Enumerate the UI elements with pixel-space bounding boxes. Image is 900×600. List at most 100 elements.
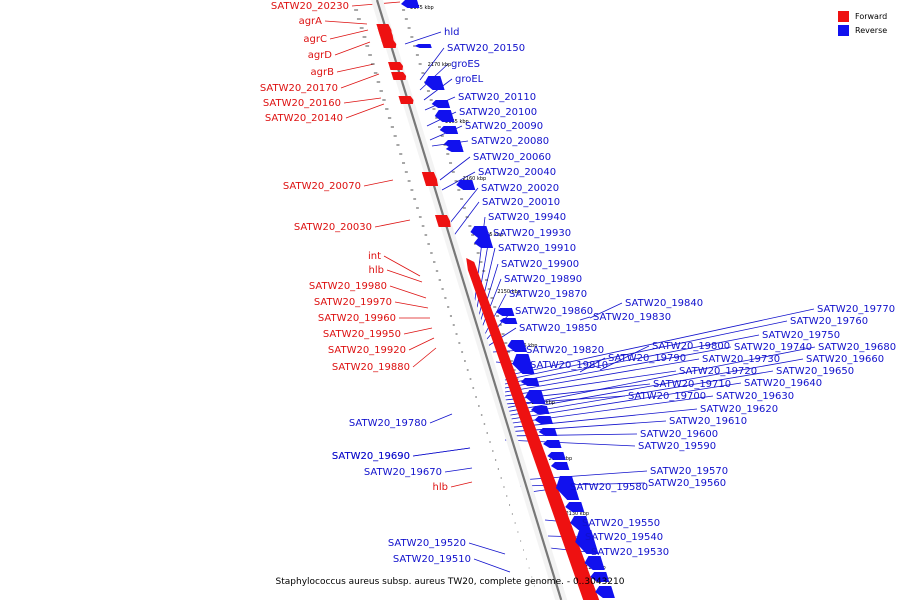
reverse-gene (507, 340, 528, 352)
kbp-tick-label: 2175 kbp (410, 5, 434, 11)
reverse-gene-leader (519, 482, 646, 487)
reverse-gene-label: hld (444, 27, 459, 38)
kbp-tick-label: 2165 kbp (445, 119, 469, 125)
reverse-gene (439, 126, 459, 134)
forward-gene-leader (334, 41, 371, 56)
forward-gene-leader (408, 337, 435, 351)
reverse-gene (570, 516, 591, 530)
reverse-gene-leader (589, 302, 623, 319)
reverse-gene-leader (504, 346, 732, 389)
reverse-gene-leader (468, 542, 506, 555)
forward-gene (391, 72, 407, 80)
reverse-gene-label: SATW20_19560 (648, 478, 726, 489)
forward-gene-leader (329, 29, 369, 40)
reverse-gene (575, 530, 599, 554)
reverse-gene (547, 452, 566, 460)
forward-gene-label: agrA (299, 16, 323, 27)
forward-gene-label: SATW20_19980 (309, 281, 387, 292)
legend-reverse-label: Reverse (855, 25, 888, 35)
reverse-gene (538, 428, 558, 436)
reverse-gene-leader (478, 263, 499, 327)
label-leaders (324, 1, 816, 573)
reverse-gene-label: SATW20_19730 (702, 354, 780, 365)
forward-gene-leader (389, 285, 427, 299)
reverse-gene-label: SATW20_19520 (388, 538, 466, 549)
reverse-gene-label: SATW20_20080 (471, 136, 549, 147)
reverse-gene-leader (504, 358, 700, 393)
reverse-gene-leader (412, 447, 471, 457)
gene-labels: SATW20_20230 agrA agrC agrD agrB SATW20_20170… (260, 1, 896, 565)
reverse-gene (520, 378, 540, 386)
forward-gene-leader (343, 97, 382, 104)
reverse-gene-label: SATW20_19800 (652, 341, 730, 352)
reverse-gene-label: SATW20_20040 (478, 167, 556, 178)
reverse-gene-label: SATW20_19630 (716, 391, 794, 402)
reverse-gene-leader (439, 156, 471, 181)
reverse-gene-leader (429, 413, 453, 424)
reverse-gene (595, 586, 615, 598)
legend-forward-label: Forward (855, 11, 888, 21)
forward-gene-label: SATW20_19920 (328, 345, 406, 356)
reverse-gene-label: SATW20_19830 (593, 312, 671, 323)
reverse-gene (470, 226, 491, 238)
reverse-gene-leader (487, 327, 517, 347)
reverse-gene-label: SATW20_19790 (608, 353, 686, 364)
forward-gene-label: SATW20_20030 (294, 222, 372, 233)
reverse-gene (590, 572, 610, 582)
forward-gene-leader (412, 347, 437, 368)
reverse-gene-label: SATW20_19590 (638, 441, 716, 452)
forward-gene-leader (345, 103, 385, 119)
reverse-gene-leader (504, 370, 774, 417)
reverse-gene-label: SATW20_20020 (481, 183, 559, 194)
reverse-gene-leader (504, 334, 760, 385)
reverse-gene-label: SATW20_19890 (504, 274, 582, 285)
reverse-gene-label: SATW20_19870 (509, 289, 587, 300)
forward-gene-label: SATW20_20160 (263, 98, 341, 109)
reverse-gene-label: SATW20_19770 (817, 304, 895, 315)
forward-gene-leader (363, 179, 394, 187)
reverse-gene-leader (473, 558, 511, 573)
reverse-gene (534, 416, 553, 424)
reverse-gene-label: SATW20_19600 (640, 429, 718, 440)
reverse-gene (530, 406, 550, 414)
reverse-gene-leader (451, 201, 480, 239)
reverse-gene-leader (404, 31, 442, 45)
reverse-gene-leader (441, 171, 476, 191)
forward-gene-leader (450, 481, 473, 488)
reverse-swatch (838, 24, 849, 36)
legend-forward: Forward (838, 9, 887, 23)
reverse-gene (495, 308, 515, 316)
reverse-gene (512, 354, 535, 374)
reverse-gene-label: SATW20_19850 (519, 323, 597, 334)
reverse-gene-label: SATW20_19690 (332, 451, 410, 462)
forward-gene (421, 172, 439, 186)
reverse-gene-label: SATW20_19640 (744, 378, 822, 389)
reverse-gene-label: SATW20_19550 (582, 518, 660, 529)
reverse-gene-leader (504, 346, 816, 409)
legend: Forward Reverse (838, 9, 887, 37)
reverse-gene-label: SATW20_20110 (458, 92, 536, 103)
reverse-gene-label: SATW20_19700 (628, 391, 706, 402)
reverse-gene-label: SATW20_20010 (482, 197, 560, 208)
reverse-gene-label: SATW20_19620 (700, 404, 778, 415)
forward-gene-leader (394, 301, 429, 309)
reverse-gene-label: SATW20_19900 (501, 259, 579, 270)
forward-gene-label: SATW20_20170 (260, 83, 338, 94)
reverse-gene-label: SATW20_20150 (447, 43, 525, 54)
forward-gene-label: SATW20_20070 (283, 181, 361, 192)
forward-gene-label: SATW20_20230 (271, 1, 349, 12)
reverse-gene-label: SATW20_19710 (653, 379, 731, 390)
kbp-tick-label: 2170 kbp (428, 62, 452, 68)
forward-gene-leader (383, 255, 421, 277)
reverse-gene (445, 146, 464, 152)
forward-swatch (838, 10, 849, 22)
forward-gene-hlb (466, 258, 600, 600)
reverse-gene-leader (477, 247, 496, 321)
forward-gene-label: hlb (433, 482, 448, 493)
reverse-gene-label: groEL (455, 74, 484, 85)
reverse-gene-label: SATW20_19650 (776, 366, 854, 377)
forward-gene-leader (336, 63, 375, 73)
reverse-gene (543, 440, 562, 448)
reverse-gene-leader (599, 345, 650, 371)
